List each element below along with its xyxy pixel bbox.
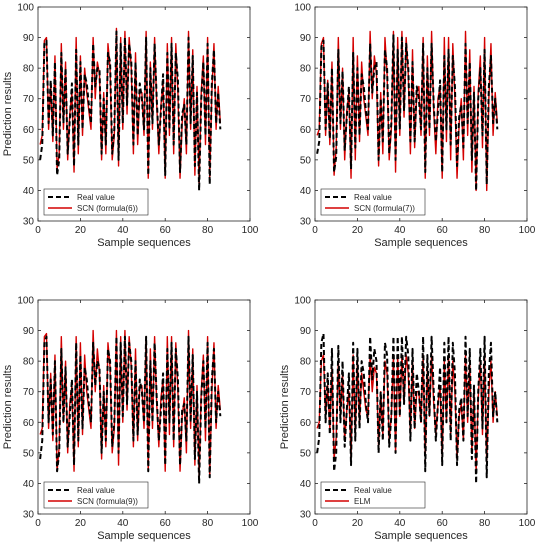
x-tick-label: 40	[117, 225, 129, 236]
series-line-real-value	[316, 33, 499, 192]
y-tick-label: 100	[294, 3, 311, 14]
legend-label: Real value	[354, 486, 392, 495]
y-tick-label: 90	[300, 33, 312, 44]
chart-panel-4: 0 20 40 60 80 100 30 40 50 60 70 80 90 100 Sample sequ…	[279, 296, 536, 543]
x-tick-label: 0	[312, 518, 318, 529]
y-axis-label: Prediction results	[2, 71, 14, 156]
x-tick-label: 100	[242, 225, 259, 236]
y-tick-label: 90	[300, 326, 312, 337]
y-tick-label: 90	[23, 33, 35, 44]
legend: Real value ELM	[320, 481, 426, 509]
x-tick-label: 0	[35, 225, 41, 236]
y-axis-label: Prediction results	[279, 364, 291, 449]
axes-box	[314, 299, 528, 515]
axes-box	[37, 299, 251, 515]
x-tick-label: 60	[160, 225, 172, 236]
y-tick-label: 80	[23, 64, 35, 75]
x-tick-label: 40	[117, 518, 129, 529]
legend-label: SCN (formula(7))	[354, 204, 415, 213]
legend-label: SCN (formula(9))	[77, 497, 138, 506]
x-axis-label: Sample sequences	[374, 237, 468, 249]
y-tick-label: 100	[17, 296, 34, 307]
y-tick-label: 80	[23, 357, 35, 368]
y-tick-label: 60	[300, 125, 312, 136]
y-tick-label: 70	[23, 387, 35, 398]
legend-label: ELM	[354, 497, 371, 506]
x-tick-label: 40	[394, 225, 406, 236]
x-tick-label: 0	[35, 518, 41, 529]
legend-box	[43, 188, 149, 216]
x-tick-label: 60	[437, 225, 449, 236]
x-tick-label: 20	[352, 518, 364, 529]
y-tick-label: 70	[300, 387, 312, 398]
legend: Real value SCN (formula(6))	[43, 188, 149, 216]
y-tick-label: 60	[300, 418, 312, 429]
x-tick-label: 80	[202, 518, 214, 529]
y-tick-label: 90	[23, 326, 35, 337]
x-tick-label: 100	[519, 225, 536, 236]
axes-box	[37, 6, 251, 222]
x-axis-label: Sample sequences	[97, 530, 191, 542]
y-tick-label: 40	[300, 186, 312, 197]
y-tick-label: 50	[23, 155, 35, 166]
y-tick-label: 80	[300, 357, 312, 368]
x-tick-label: 60	[437, 518, 449, 529]
x-tick-label: 80	[202, 225, 214, 236]
x-tick-label: 40	[394, 518, 406, 529]
y-tick-label: 60	[23, 418, 35, 429]
y-tick-label: 70	[23, 94, 35, 105]
legend-label: Real value	[354, 193, 392, 202]
y-tick-label: 100	[17, 3, 34, 14]
y-tick-label: 40	[300, 479, 312, 490]
chart-panel-3: 0 20 40 60 80 100 30 40 50 60 70 80 90 100 Sample sequ…	[2, 296, 259, 543]
series-line-real-value	[39, 335, 222, 485]
y-tick-label: 80	[300, 64, 312, 75]
legend-label: Real value	[77, 486, 115, 495]
legend-box	[43, 481, 149, 509]
y-tick-label: 50	[23, 448, 35, 459]
x-tick-label: 80	[479, 225, 491, 236]
y-tick-label: 30	[23, 217, 35, 228]
y-tick-label: 60	[23, 125, 35, 136]
legend-box	[320, 188, 426, 216]
legend-label: SCN (formula(6))	[77, 204, 138, 213]
series-line-real-value	[39, 30, 222, 192]
y-tick-label: 100	[294, 296, 311, 307]
chart-panel-2: 0 20 40 60 80 100 30 40 50 60 70 80 90 100 Sample sequ…	[294, 3, 535, 250]
legend: Real value SCN (formula(7))	[320, 188, 426, 216]
axes-box	[314, 6, 528, 222]
x-tick-label: 60	[160, 518, 172, 529]
y-tick-label: 30	[300, 217, 312, 228]
x-tick-label: 20	[75, 225, 87, 236]
y-tick-label: 70	[300, 94, 312, 105]
series-line-real-value	[316, 332, 499, 485]
y-tick-label: 40	[23, 479, 35, 490]
x-axis-label: Sample sequences	[374, 530, 468, 542]
x-tick-label: 100	[242, 518, 259, 529]
y-tick-label: 40	[23, 186, 35, 197]
legend-label: Real value	[77, 193, 115, 202]
x-axis-label: Sample sequences	[97, 237, 191, 249]
y-tick-label: 50	[300, 155, 312, 166]
x-tick-label: 20	[75, 518, 87, 529]
y-tick-label: 30	[300, 510, 312, 521]
legend: Real value SCN (formula(9))	[43, 481, 149, 509]
chart-panel-1: 0 20 40 60 80 100 30 40 50 60 70 80 90 100 Sample sequ…	[2, 3, 259, 250]
x-tick-label: 0	[312, 225, 318, 236]
x-tick-label: 20	[352, 225, 364, 236]
y-tick-label: 30	[23, 510, 35, 521]
x-tick-label: 100	[519, 518, 536, 529]
y-axis-label: Prediction results	[2, 364, 14, 449]
x-tick-label: 80	[479, 518, 491, 529]
legend-box	[320, 481, 426, 509]
y-tick-label: 50	[300, 448, 312, 459]
